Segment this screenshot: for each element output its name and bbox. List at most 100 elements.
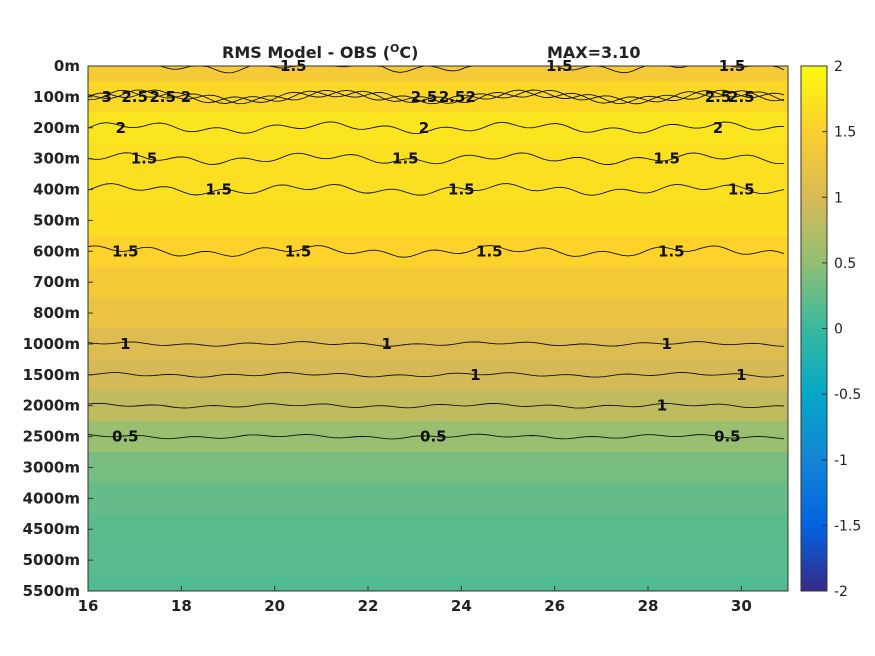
- contour-label: 0.5: [112, 428, 139, 446]
- plot-frame: [87, 65, 789, 592]
- contour-label: 2: [465, 88, 475, 106]
- contour-label: 1.5: [392, 150, 419, 168]
- contour-label: 2: [419, 119, 429, 137]
- colorbar-ticks: 2 1.5 1 0.5 0 -0.5 -1 -1.5 -2: [822, 59, 861, 600]
- contour-label: 1.5: [285, 242, 312, 260]
- contour-line: [87, 245, 785, 258]
- contour-label: 1.5: [476, 242, 503, 260]
- y-tick-label: 200m: [33, 119, 80, 137]
- plot-area: 3 2.5 22.521.5 1.5 1.522.52.522.52.521.5 1.5 1…: [87, 57, 789, 592]
- contour-line: [87, 89, 785, 105]
- y-tick-label: 700m: [33, 273, 80, 291]
- field-band-4500m: [88, 513, 788, 546]
- contour-label: 2: [713, 119, 723, 137]
- y-tick-label: 400m: [33, 181, 80, 199]
- x-tick-label: 28: [638, 597, 659, 615]
- contour-label: 2: [181, 88, 191, 106]
- y-tick-label: 2500m: [23, 428, 80, 446]
- chart-title-main: RMS Model - OBS (: [222, 43, 390, 62]
- contour-label: 1.5: [205, 181, 232, 199]
- y-tick-label: 300m: [33, 150, 80, 168]
- y-tick-label: 4500m: [23, 520, 80, 538]
- contour-label: 1.5: [728, 181, 755, 199]
- contour-line: [87, 89, 785, 105]
- field-band-2000m: [88, 390, 788, 422]
- y-axis-ticks: 0m 100m 200m 300m 400m 500m 600m 700m 800m 1000m 1…: [23, 57, 93, 600]
- colorbar-tick-label: -2: [834, 584, 848, 600]
- contour-label: 1.5: [653, 150, 680, 168]
- field-band-5000m: [88, 544, 788, 577]
- x-tick-label: 18: [171, 597, 192, 615]
- contour-line: [87, 402, 785, 409]
- y-tick-label: 2000m: [23, 397, 80, 415]
- chart-title: RMS Model - OBS (OC): [222, 42, 418, 62]
- contour-lines: [87, 65, 785, 440]
- contour-label: 2.5: [121, 88, 148, 106]
- max-label: MAX=3.10: [547, 43, 641, 62]
- contour-line: [87, 89, 785, 105]
- colorbar-tick-label: -0.5: [834, 387, 861, 403]
- x-axis-ticks: 16 18 20 22 24 26 28 30: [78, 586, 752, 615]
- x-tick-label: 22: [358, 597, 379, 615]
- contour-label: 2.5: [728, 88, 755, 106]
- field-band-800m: [88, 297, 788, 329]
- contour-label: 1.5: [658, 242, 685, 260]
- field-band-4000m: [88, 482, 788, 515]
- field-band-5500m: [88, 575, 788, 592]
- contour-line: [87, 433, 785, 440]
- contour-label: 2.5: [411, 88, 438, 106]
- colorbar-tick-label: -1: [834, 453, 848, 469]
- colorbar-tick-label: 2: [834, 59, 843, 75]
- colorbar-tick-label: 0: [834, 322, 843, 338]
- contour-label: 1: [120, 335, 130, 353]
- contour-label: 3: [101, 88, 111, 106]
- x-tick-label: 16: [78, 597, 99, 615]
- contour-label: 2.5: [705, 88, 732, 106]
- contour-label: 0.5: [714, 428, 741, 446]
- y-tick-label: 1500m: [23, 366, 80, 384]
- colorbar-tick-label: 1: [834, 190, 843, 206]
- contour-label: 0.5: [420, 428, 447, 446]
- x-tick-label: 30: [731, 597, 752, 615]
- y-tick-label: 500m: [33, 211, 80, 229]
- y-tick-label: 100m: [33, 88, 80, 106]
- contour-label: 1: [661, 335, 671, 353]
- colorbar-tick-label: -1.5: [834, 518, 861, 534]
- contour-line: [87, 152, 785, 165]
- contour-line: [87, 341, 785, 347]
- x-tick-label: 26: [544, 597, 565, 615]
- y-tick-label: 5000m: [23, 551, 80, 569]
- y-tick-label: 1000m: [23, 335, 80, 353]
- contour-line: [87, 121, 785, 135]
- field-band-400m: [88, 174, 788, 206]
- contour-label: 1: [381, 335, 391, 353]
- chart-title-tail: C): [399, 43, 418, 62]
- field-band-500m: [88, 204, 788, 237]
- y-tick-label: 800m: [33, 304, 80, 322]
- contour-line: [87, 371, 785, 378]
- contour-label: 1: [657, 397, 667, 415]
- field-band-700m: [88, 266, 788, 299]
- contour-label: 1.5: [448, 181, 475, 199]
- contour-label: 1.5: [131, 150, 158, 168]
- colorbar-tick-label: 0.5: [834, 256, 856, 272]
- contour-line: [87, 183, 785, 196]
- contour-label: 2.5: [439, 88, 466, 106]
- heatmap-field: [88, 66, 788, 592]
- contour-label: 1: [470, 366, 480, 384]
- x-tick-label: 20: [264, 597, 285, 615]
- y-tick-label: 600m: [33, 242, 80, 260]
- colorbar-tick-label: 1.5: [834, 125, 856, 141]
- colorbar: 2 1.5 1 0.5 0 -0.5 -1 -1.5 -2: [800, 59, 861, 600]
- field-band-3000m: [88, 452, 788, 484]
- y-tick-label: 5500m: [23, 582, 80, 600]
- chart-title-sup: O: [390, 42, 399, 55]
- contour-label: 2.5: [149, 88, 176, 106]
- x-tick-label: 24: [451, 597, 472, 615]
- field-band-0m: [88, 66, 788, 82]
- y-tick-label: 3000m: [23, 458, 80, 476]
- contour-label: 1.5: [112, 242, 139, 260]
- contour-label: 2: [115, 119, 125, 137]
- y-tick-label: 0m: [54, 57, 80, 75]
